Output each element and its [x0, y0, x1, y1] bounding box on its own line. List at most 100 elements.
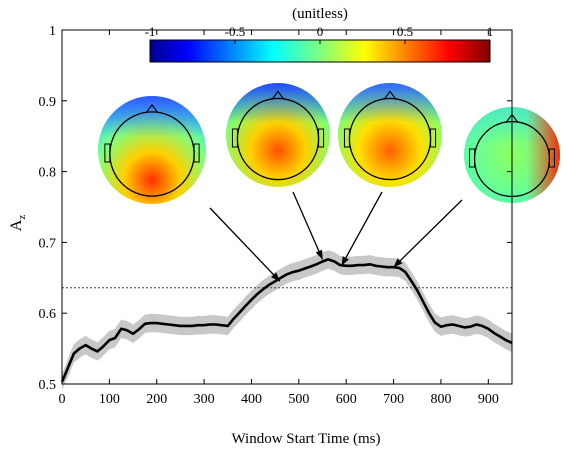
data-point: [90, 347, 92, 349]
scalp-map-top: [98, 96, 206, 204]
x-axis-label: Window Start Time (ms): [232, 431, 381, 447]
y-axis-label: Az: [8, 215, 28, 232]
data-point: [227, 325, 229, 327]
arrow-shaft: [393, 199, 463, 268]
confidence-band: [62, 250, 512, 390]
arrow-shaft: [340, 191, 383, 267]
data-point: [327, 258, 329, 260]
data-point: [66, 367, 68, 369]
data-point: [144, 323, 146, 325]
y-axis-label-subscript: z: [16, 215, 28, 220]
data-point: [262, 288, 264, 290]
data-point: [452, 323, 454, 325]
data-point: [280, 277, 282, 279]
data-point: [138, 328, 140, 330]
colorbar: (unitless) -1 -0.5 0 0.5 1: [145, 6, 494, 63]
data-point: [463, 326, 465, 328]
az-line: [60, 258, 513, 383]
data-point: [220, 324, 222, 326]
scalp-map-top: [226, 83, 330, 187]
data-point: [179, 325, 181, 327]
data-point: [191, 325, 193, 327]
left-ear: [231, 128, 238, 148]
data-point: [428, 312, 430, 314]
data-point: [422, 300, 424, 302]
data-point: [132, 333, 134, 335]
colorbar-tick-label: 0.5: [397, 24, 413, 39]
nose: [383, 90, 397, 100]
scalp-map-top: [338, 83, 442, 187]
y-tick-label: 0.9: [39, 95, 57, 110]
left-ear: [343, 128, 350, 148]
topoplots: [98, 83, 560, 204]
data-point: [185, 325, 187, 327]
data-point: [108, 339, 110, 341]
series-line: [60, 258, 513, 383]
data-point: [250, 299, 252, 301]
data-point: [102, 345, 104, 347]
data-point: [416, 289, 418, 291]
data-point: [256, 293, 258, 295]
topoplot-arrows: [209, 191, 463, 282]
x-tick-label: 300: [194, 392, 215, 407]
arrow-head: [271, 272, 280, 282]
data-point: [78, 347, 80, 349]
x-tick-label: 600: [336, 392, 357, 407]
data-point: [410, 279, 412, 281]
data-point: [161, 323, 163, 325]
nose: [145, 103, 159, 114]
data-point: [363, 264, 365, 266]
colorbar-tick-label: 0: [317, 24, 324, 39]
data-point: [457, 325, 459, 327]
nose: [271, 90, 285, 100]
confidence-band-area: [62, 250, 512, 390]
plot-frame: [61, 29, 513, 385]
data-point: [351, 265, 353, 267]
topoplot-2: [226, 83, 330, 187]
y-tick-label: 0.6: [39, 307, 57, 322]
y-axis-label-group: Az: [8, 215, 28, 232]
y-tick-label: 0.8: [39, 166, 57, 181]
data-point: [286, 273, 288, 275]
data-point: [126, 329, 128, 331]
data-point: [120, 328, 122, 330]
axes: 0 100 200 300 400 500 600 700 800 900 0.5 0.6 0.7 0.8…: [39, 24, 513, 407]
data-point: [434, 321, 436, 323]
left-ear: [469, 148, 476, 168]
data-point: [315, 263, 317, 265]
colorbar-tick-label: -0.5: [225, 24, 246, 39]
data-point: [381, 265, 383, 267]
data-point: [215, 323, 217, 325]
x-tick-label: 0: [59, 392, 66, 407]
y-tick-label: 0.5: [39, 378, 57, 393]
data-point: [232, 318, 234, 320]
data-point: [303, 267, 305, 269]
data-point: [440, 325, 442, 327]
data-point: [274, 280, 276, 282]
data-point: [333, 260, 335, 262]
data-point: [357, 264, 359, 266]
colorbar-tick-label: 1: [487, 24, 494, 39]
x-tick-label: 900: [478, 392, 499, 407]
x-tick-label: 800: [430, 392, 451, 407]
right-ear: [430, 128, 437, 148]
data-point: [309, 265, 311, 267]
arrow-head: [315, 249, 323, 260]
y-tick-label: 0.7: [39, 236, 57, 251]
colorbar-tick-label: -1: [145, 24, 156, 39]
arrow-head: [341, 256, 349, 266]
x-tick-label: 100: [99, 392, 120, 407]
y-tick-label: 1: [49, 24, 56, 39]
colorbar-ticks: -1 -0.5 0 0.5 1: [145, 24, 494, 44]
x-tick-label: 700: [383, 392, 404, 407]
data-point: [268, 284, 270, 286]
data-point: [505, 339, 507, 341]
data-point: [203, 324, 205, 326]
data-point: [238, 311, 240, 313]
data-point: [475, 323, 477, 325]
data-point: [369, 263, 371, 265]
data-point: [291, 271, 293, 273]
data-point: [487, 328, 489, 330]
data-point: [298, 270, 300, 272]
